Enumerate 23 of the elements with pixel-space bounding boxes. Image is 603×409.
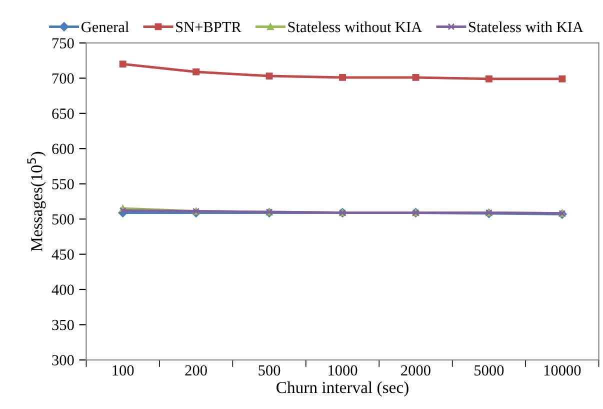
legend-label: Stateless with KIA [469,21,584,32]
y-tick-label: 650 [52,108,74,119]
y-tick-label: 750 [52,38,74,48]
legend-label: Stateless without KIA [288,21,422,32]
x-tick-label: 10000 [544,365,581,376]
x-tick-label: 500 [258,365,280,376]
y-tick-label: 300 [52,355,74,366]
x-tick-label: 2000 [401,365,430,376]
y-tick-label: 400 [52,284,74,295]
x-tick-label: 200 [185,365,207,376]
y-tick-label: 500 [52,214,74,224]
x-tick-label: 100 [112,365,134,376]
legend-label: General [82,21,129,32]
x-tick-label: 5000 [474,365,504,376]
y-axis-title: Messages(10$^{5}$) [27,152,46,252]
y-tick-label: 450 [52,249,74,260]
y-tick-label: 550 [52,178,74,190]
y-tick-label: 700 [52,73,74,84]
legend-label: SN+BPTR [176,22,242,32]
x-tick-label: 1000 [328,365,358,376]
y-tick-label: 600 [52,144,74,154]
y-tick-label: 350 [52,320,74,330]
x-axis-title: Churn interval (sec) [276,381,408,397]
